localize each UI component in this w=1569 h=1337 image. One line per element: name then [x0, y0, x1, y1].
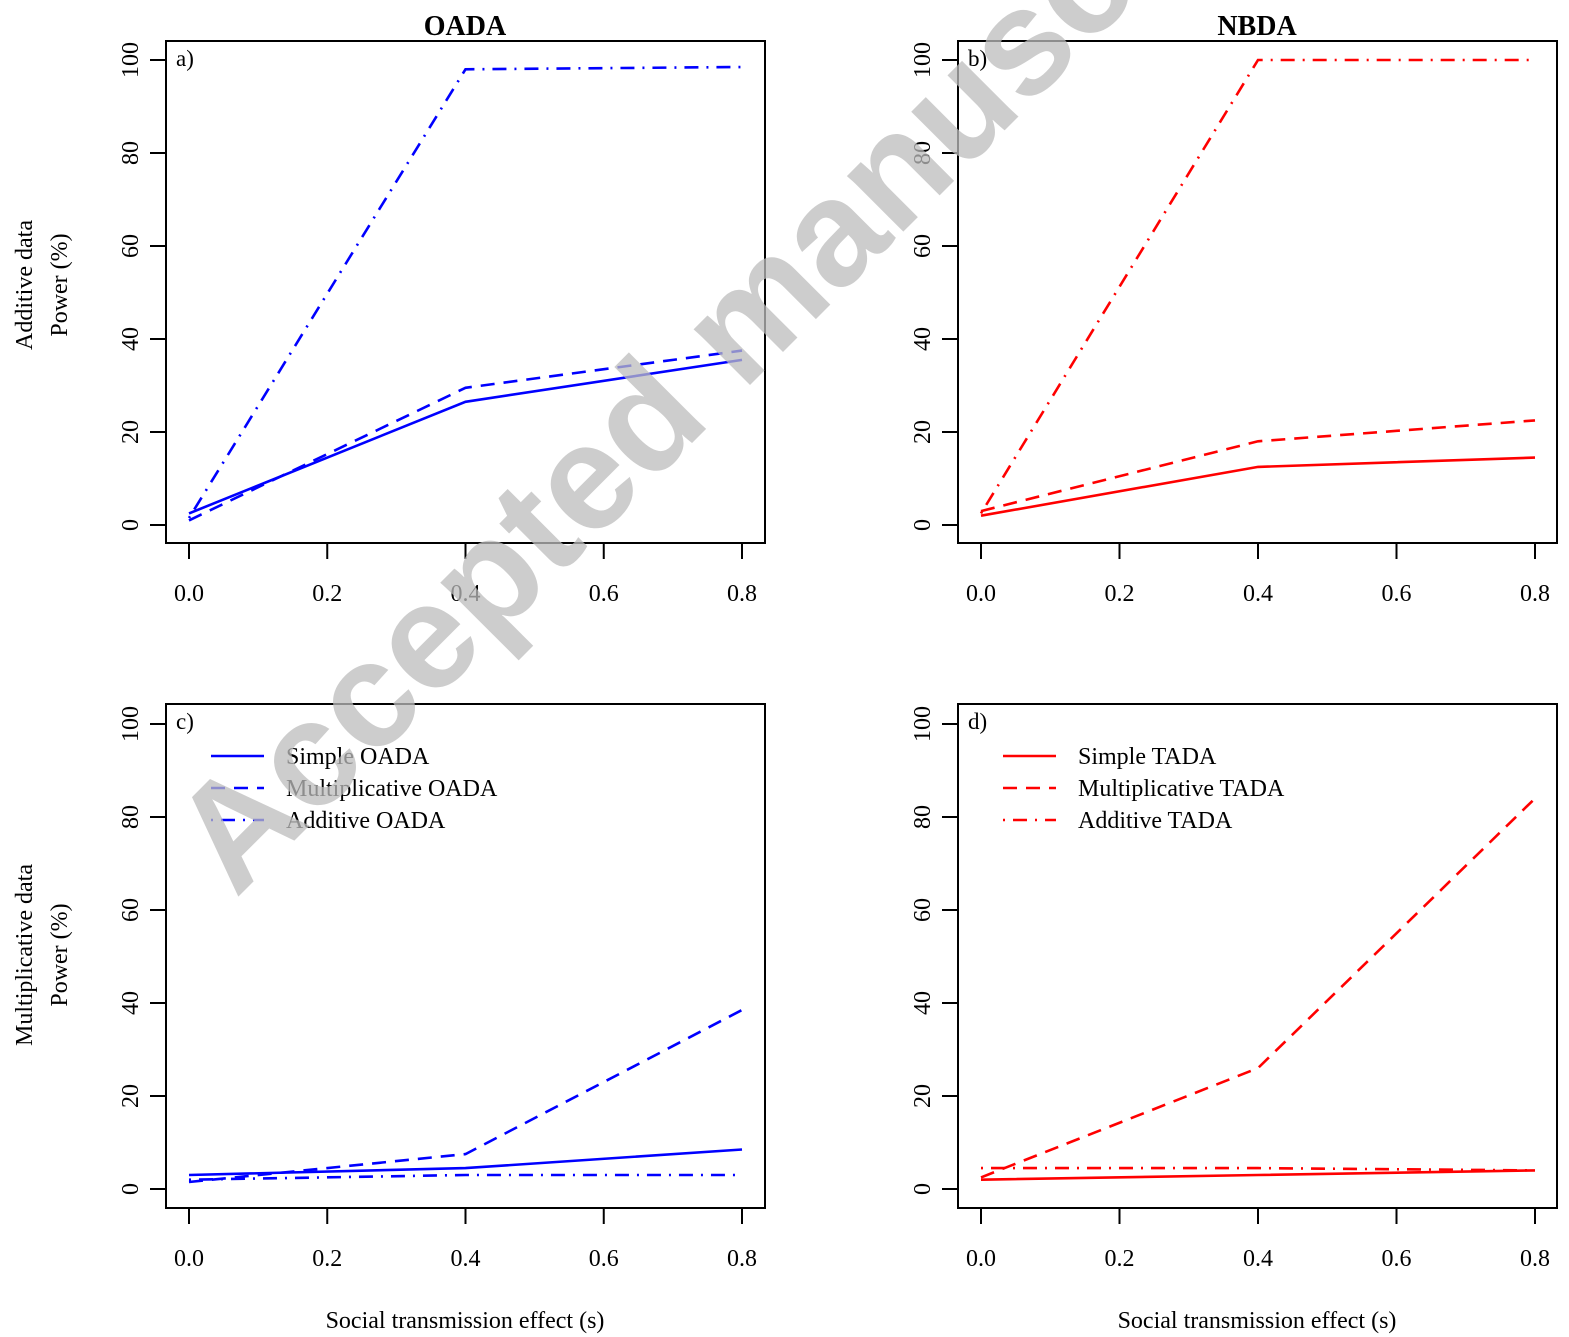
y-tick-label: 0	[118, 1183, 144, 1195]
y-tick-label: 100	[118, 706, 144, 742]
x-tick-label: 0.2	[312, 1246, 342, 1272]
x-tick-label: 0.0	[966, 581, 996, 607]
row-title-top-line1: Additive data	[12, 220, 38, 350]
series-line-solid	[980, 1169, 1536, 1181]
y-tick-label: 60	[118, 234, 144, 258]
row-title-top-line2: Power (%)	[47, 233, 73, 336]
x-tick-label: 0.2	[312, 581, 342, 607]
panel-d: 0.0 0.2 0.4 0.6 0.8 0 20 40 60 80 100 d) Simple TADA…	[910, 703, 1558, 1272]
x-tick-label: 0.6	[589, 581, 619, 607]
x-tick-label: 0.4	[1243, 581, 1273, 607]
y-tick-label: 0	[118, 519, 144, 531]
y-tick-label: 80	[910, 141, 936, 165]
y-tick-label: 80	[910, 805, 936, 829]
series-line-dotdash	[979, 58, 1535, 515]
x-tick-label: 0.6	[589, 1246, 619, 1272]
series-line-dashed	[980, 797, 1536, 1179]
x-axis-title-right: Social transmission effect (s)	[1118, 1308, 1397, 1334]
panel-letter: a)	[176, 46, 194, 71]
y-tick-label: 40	[910, 327, 936, 351]
panel-letter: b)	[968, 46, 987, 71]
y-tick-label: 0	[910, 519, 936, 531]
x-tick-label: 0.2	[1105, 581, 1135, 607]
legend-label: Simple TADA	[1078, 744, 1217, 770]
x-tick-label: 0.8	[1520, 1246, 1550, 1272]
y-tick-label: 100	[118, 42, 144, 78]
x-tick-label: 0.0	[966, 1246, 996, 1272]
x-axis-title-left: Social transmission effect (s)	[326, 1308, 605, 1334]
legend: Simple TADA Multiplicative TADA Additive T…	[1003, 744, 1285, 834]
series-line-dashed	[188, 1008, 743, 1184]
y-tick-label: 80	[118, 141, 144, 165]
series-line-dashed	[980, 419, 1536, 513]
legend: Simple OADA Multiplicative OADA Additive O…	[211, 744, 498, 834]
x-tick-label: 0.6	[1382, 581, 1412, 607]
series-line-dashed	[188, 349, 743, 522]
legend-label: Simple OADA	[286, 744, 430, 770]
y-tick-label: 40	[118, 327, 144, 351]
panel-a: 0.0 0.2 0.4 0.6 0.8 0 20 40 60 80 100 a)	[118, 40, 766, 607]
y-tick-label: 20	[118, 1084, 144, 1108]
series-line-dotdash	[188, 1173, 742, 1181]
panel-c: 0.0 0.2 0.4 0.6 0.8 0 20 40 60 80 100 c) Simple OADA…	[118, 703, 766, 1272]
legend-label: Additive TADA	[1078, 808, 1233, 834]
x-tick-label: 0.0	[174, 1246, 204, 1272]
y-tick-label: 60	[118, 898, 144, 922]
panel-title-oada: OADA	[424, 11, 507, 42]
panel-letter: c)	[176, 709, 194, 734]
row-title-bottom-line1: Multiplicative data	[12, 864, 38, 1046]
y-tick-label: 20	[910, 420, 936, 444]
y-tick-label: 20	[910, 1084, 936, 1108]
y-tick-label: 100	[910, 42, 936, 78]
x-tick-label: 0.4	[451, 581, 481, 607]
y-tick-label: 80	[118, 805, 144, 829]
legend-label: Multiplicative OADA	[286, 776, 498, 802]
legend-label: Multiplicative TADA	[1078, 776, 1285, 802]
x-tick-label: 0.2	[1105, 1246, 1135, 1272]
series-line-solid	[980, 456, 1536, 517]
x-tick-label: 0.8	[727, 581, 757, 607]
row-title-bottom-line2: Power (%)	[47, 903, 73, 1006]
x-tick-label: 0.8	[1520, 581, 1550, 607]
y-tick-label: 40	[910, 991, 936, 1015]
row-title-multiplicative: Multiplicative data Power (%)	[12, 864, 73, 1046]
x-tick-label: 0.6	[1382, 1246, 1412, 1272]
panel-letter: d)	[968, 709, 987, 734]
row-title-additive: Additive data Power (%)	[12, 220, 73, 350]
legend-label: Additive OADA	[286, 808, 446, 834]
panel-b: 0.0 0.2 0.4 0.6 0.8 0 20 40 60 80 100 b)	[910, 40, 1558, 607]
y-tick-label: 60	[910, 234, 936, 258]
series-line-dotdash	[981, 1166, 1536, 1172]
x-tick-label: 0.4	[1243, 1246, 1273, 1272]
y-tick-label: 20	[118, 420, 144, 444]
x-tick-label: 0.4	[451, 1246, 481, 1272]
panel-title-nbda: NBDA	[1217, 11, 1297, 42]
series-line-dotdash	[187, 65, 743, 519]
y-tick-label: 100	[910, 706, 936, 742]
x-tick-label: 0.0	[174, 581, 204, 607]
y-tick-label: 0	[910, 1183, 936, 1195]
y-tick-label: 40	[118, 991, 144, 1015]
y-tick-label: 60	[910, 898, 936, 922]
x-tick-label: 0.8	[727, 1246, 757, 1272]
